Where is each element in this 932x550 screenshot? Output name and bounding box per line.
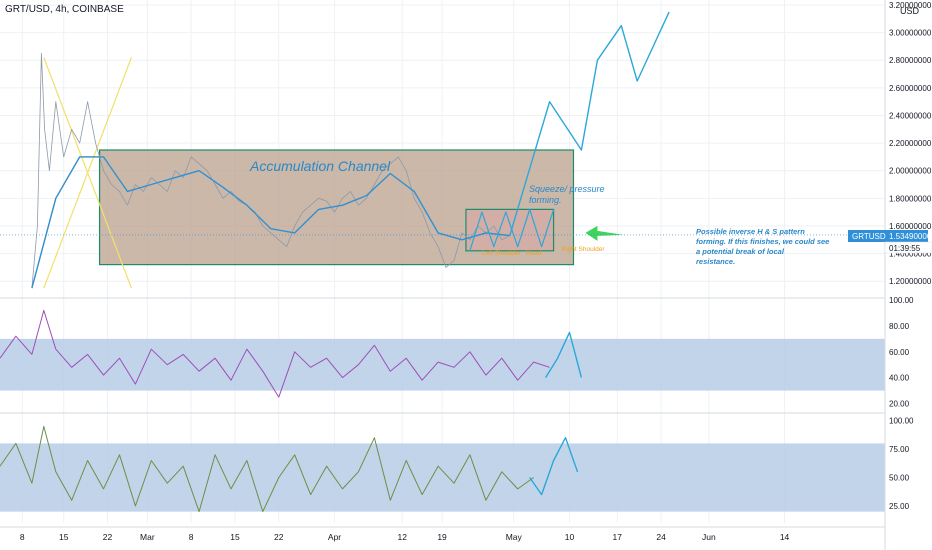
oscillator-tick-label: 40.00	[889, 374, 910, 383]
right-shoulder-label: Right Shoulder	[562, 246, 606, 253]
price-tick-label: 3.20000000	[889, 1, 932, 10]
price-tag[interactable]: GRTUSD 1.53490000 01:39:55	[848, 230, 932, 254]
price-axis[interactable]: 3.20000000 3.00000000 2.80000000 2.60000000…	[889, 1, 932, 286]
rsi-axis[interactable]: 100.00 80.00 60.00 40.00 20.00	[889, 296, 914, 409]
time-tick-label: 14	[780, 532, 790, 542]
squeeze-label: Squeeze/ pressure forming.	[529, 184, 607, 205]
time-tick-label: Jun	[702, 532, 716, 542]
time-tick-label: May	[506, 532, 523, 542]
time-tick-label: 17	[613, 532, 623, 542]
symbol-title: GRT/USD, 4h, COINBASE	[5, 4, 124, 15]
price-tag-countdown: 01:39:55	[889, 244, 921, 253]
oscillator-tick-label: 100.00	[889, 296, 914, 305]
time-tick-label: 19	[437, 532, 447, 542]
price-tick-label: 1.80000000	[889, 194, 932, 203]
price-tick-label: 1.40000000	[889, 250, 932, 259]
oscillator-band	[0, 443, 885, 512]
oscillator-tick-label: 25.00	[889, 502, 910, 511]
stoch-axis[interactable]: 100.00 75.00 50.00 25.00	[889, 417, 914, 511]
time-tick-label: 22	[274, 532, 284, 542]
time-tick-label: 15	[230, 532, 240, 542]
time-tick-label: Apr	[328, 532, 341, 542]
time-tick-label: 8	[189, 532, 194, 542]
oscillator-tick-label: 75.00	[889, 445, 910, 454]
price-tick-label: 1.60000000	[889, 222, 932, 231]
time-tick-label: 12	[397, 532, 407, 542]
time-tick-label: 10	[565, 532, 575, 542]
oscillator-projection-line	[545, 331, 583, 378]
time-tick-label: Mar	[140, 532, 155, 542]
rsi-pane[interactable]	[0, 309, 885, 398]
price-tick-label: 3.00000000	[889, 29, 932, 38]
time-tick-label: 8	[20, 532, 25, 542]
price-tick-label: 2.00000000	[889, 167, 932, 176]
oscillator-tick-label: 100.00	[889, 417, 914, 426]
time-tick-label: 15	[59, 532, 69, 542]
left-shoulder-label: Left Shoulder	[482, 250, 522, 257]
price-tag-symbol: GRTUSD	[852, 232, 886, 241]
price-tick-label: 2.40000000	[889, 111, 932, 120]
price-tick-label: 2.20000000	[889, 139, 932, 148]
trend-line	[43, 57, 132, 289]
pointer-arrow	[585, 225, 624, 241]
price-tick-label: 2.60000000	[889, 84, 932, 93]
time-tick-label: 22	[103, 532, 113, 542]
oscillator-tick-label: 60.00	[889, 348, 910, 357]
price-projection-line	[509, 11, 670, 236]
oscillator-line	[0, 309, 550, 398]
channel-label: Accumulation Channel	[249, 158, 391, 174]
price-tick-label: 1.20000000	[889, 277, 932, 286]
ema-line	[31, 156, 510, 289]
price-series-line	[31, 52, 510, 289]
oscillator-tick-label: 80.00	[889, 322, 910, 331]
price-pane[interactable]: Left Shoulder Head Right Shoulder	[0, 11, 885, 289]
squeeze-zigzag	[469, 208, 555, 251]
currency-label: USD	[900, 6, 920, 16]
stoch-rsi-pane[interactable]	[0, 425, 885, 513]
oscillator-band	[0, 338, 885, 391]
oscillator-tick-label: 50.00	[889, 474, 910, 483]
time-tick-label: 24	[656, 532, 666, 542]
price-tag-value: 1.53490000	[889, 232, 932, 241]
oscillator-line	[0, 425, 534, 513]
time-axis[interactable]: 8 15 22 Mar 8 15 22 Apr 12 19 May 10 17 24 Jun 14	[0, 526, 885, 542]
pattern-note: Possible inverse H & S pattern forming. …	[696, 227, 831, 266]
price-tick-label: 2.80000000	[889, 56, 932, 65]
oscillator-projection-line	[529, 437, 579, 496]
head-label: Head	[526, 250, 542, 257]
oscillator-tick-label: 20.00	[889, 400, 910, 409]
